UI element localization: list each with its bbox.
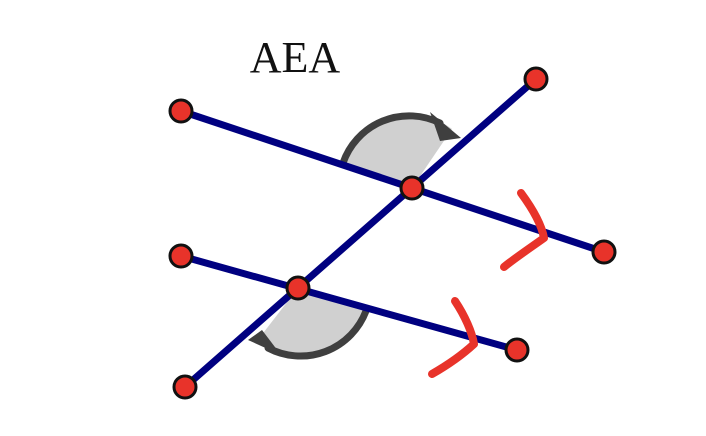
- lower-line-left-endpoint: [168, 243, 194, 269]
- upper-line-right-endpoint: [591, 239, 617, 265]
- upper-intersection-point: [399, 175, 425, 201]
- parallel-line-lower: [177, 252, 521, 354]
- upper-angle-arc: [339, 112, 444, 167]
- diagram-title: AEA: [250, 33, 341, 82]
- upper-alternate-exterior-angle: [343, 114, 452, 188]
- parallel-line-upper: [177, 107, 608, 256]
- parallel-mark-upper: [500, 189, 548, 271]
- transversal-bottom-endpoint: [172, 374, 198, 400]
- parallel-mark-lower: [428, 297, 478, 378]
- transversal-top-endpoint: [523, 66, 549, 92]
- lower-intersection-point: [285, 275, 311, 301]
- lower-angle-arc: [264, 307, 370, 360]
- upper-angle-arrowhead-icon: [430, 112, 461, 141]
- lower-angle-arrowhead-icon: [248, 330, 281, 355]
- upper-line-left-endpoint: [168, 98, 194, 124]
- lower-line-right-endpoint: [504, 337, 530, 363]
- lower-alternate-exterior-angle: [257, 288, 366, 357]
- transversal-line: [181, 75, 540, 391]
